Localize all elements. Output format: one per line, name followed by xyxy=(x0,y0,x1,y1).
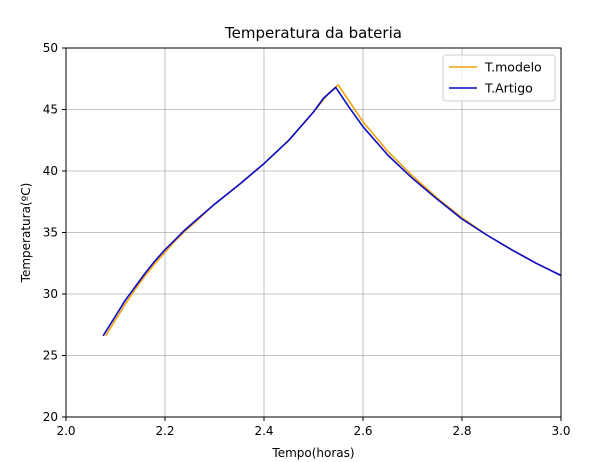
axis-ticks: 2.0 2.2 2.4 2.6 2.8 3.0 20 25 30 35 40 45 50 xyxy=(43,41,571,438)
legend-label: T.modelo xyxy=(484,60,542,75)
x-tick-label: 2.4 xyxy=(254,424,273,438)
y-tick-label: 35 xyxy=(43,226,58,240)
y-tick-label: 20 xyxy=(43,410,58,424)
grid-lines xyxy=(65,47,562,418)
y-tick-label: 50 xyxy=(43,41,58,55)
y-axis-label: Temperatura(ºC) xyxy=(19,183,33,284)
chart-title: Temperatura da bateria xyxy=(224,24,402,42)
y-tick-label: 25 xyxy=(43,349,58,363)
y-tick-label: 45 xyxy=(43,103,58,117)
legend: T.modelo T.Artigo xyxy=(442,54,556,102)
series-line-t-artigo xyxy=(102,86,562,337)
y-tick-label: 40 xyxy=(43,164,58,178)
x-tick-label: 2.6 xyxy=(353,424,372,438)
y-tick-label: 30 xyxy=(43,287,58,301)
x-tick-label: 2.2 xyxy=(155,424,174,438)
series-line-t-modelo xyxy=(104,84,562,337)
x-axis-label: Tempo(horas) xyxy=(271,446,354,460)
x-tick-label: 2.0 xyxy=(56,424,75,438)
legend-label: T.Artigo xyxy=(484,81,533,96)
x-tick-label: 2.8 xyxy=(452,424,471,438)
x-tick-label: 3.0 xyxy=(551,424,570,438)
plot-series xyxy=(102,84,562,337)
